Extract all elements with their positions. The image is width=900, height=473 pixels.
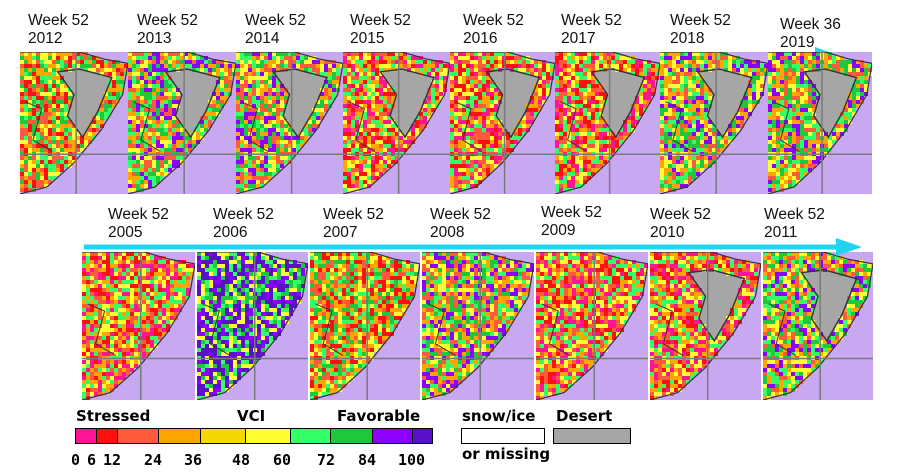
map-panel-2012 [20,52,128,194]
map-panel-2008 [422,252,534,400]
panel-label-2011: Week 52 2011 [764,206,825,241]
panel-label-2006: Week 52 2006 [213,206,274,241]
legend-tick-label: 100 [398,451,426,469]
legend-tick-label: 24 [144,451,163,469]
legend-favorable-label: Favorable [337,407,421,425]
panel-label-2007: Week 52 2007 [323,206,384,241]
map-panel-2009 [536,252,648,400]
legend-snow-swatch [461,428,545,444]
legend-color-swatch [412,428,433,444]
legend-tick-label: 84 [358,451,377,469]
panel-label-2018: Week 52 2018 [670,12,731,47]
panel-label-2014: Week 52 2014 [245,12,306,47]
legend-tick-label: 60 [273,451,292,469]
legend-tick-label: 48 [232,451,251,469]
legend-color-swatch [330,428,373,444]
panel-label-2005: Week 52 2005 [108,206,169,241]
legend-color-swatch [245,428,291,444]
legend-color-swatch [158,428,201,444]
map-panel-2010 [650,252,761,400]
map-panel-2017 [555,52,660,194]
legend-tick-label: 36 [184,451,203,469]
legend-color-swatch [75,428,97,444]
map-panel-2011 [763,252,873,400]
legend-missing-label: or missing [462,445,551,463]
map-panel-2013 [128,52,236,194]
map-panel-2015 [343,52,450,194]
panel-label-2009: Week 52 2009 [541,204,602,239]
panel-label-2017: Week 52 2017 [561,12,622,47]
map-panel-2014 [236,52,343,194]
legend-color-swatch [372,428,413,444]
legend-color-swatch [200,428,246,444]
legend-color-swatch [290,428,331,444]
map-panel-2006 [197,252,308,400]
legend-tick-label: 0 [71,451,81,469]
legend-color-swatch [117,428,159,444]
map-panel-2005 [82,252,195,400]
panel-label-2012: Week 52 2012 [28,12,89,47]
legend-tick-label: 72 [317,451,336,469]
panel-label-2008: Week 52 2008 [430,206,491,241]
panel-label-2013: Week 52 2013 [137,12,198,47]
legend-desert-swatch [553,428,631,444]
map-panel-2019 [768,52,872,194]
map-panel-2016 [450,52,555,194]
legend-tick-label: 12 [103,451,122,469]
panel-label-2019: Week 36 2019 [780,16,841,51]
legend-snow-label: snow/ice [462,407,536,425]
legend-tick-label: 6 [87,451,97,469]
map-panel-2007 [310,252,420,400]
legend-desert-label: Desert [556,407,613,425]
panel-label-2010: Week 52 2010 [650,206,711,241]
legend-vci-label: VCI [237,407,266,425]
panel-label-2016: Week 52 2016 [463,12,524,47]
map-panel-2018 [660,52,768,194]
legend-stressed-label: Stressed [76,407,151,425]
panel-label-2015: Week 52 2015 [350,12,411,47]
legend-color-swatch [96,428,118,444]
